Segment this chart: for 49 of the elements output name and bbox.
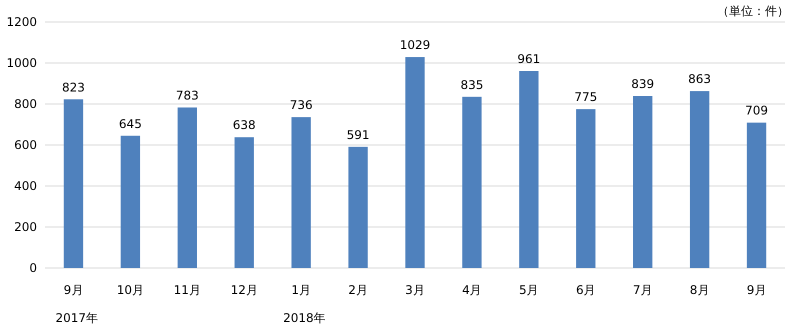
data-label: 638 [232, 118, 256, 132]
y-tick-label: 200 [14, 220, 37, 234]
text: 2018年 [283, 311, 326, 325]
x-tick-label: 2月 [348, 283, 368, 297]
bar [120, 136, 140, 268]
bar [64, 99, 84, 268]
x-tick-label: 8月 [690, 283, 710, 297]
text: 2017年 [55, 311, 98, 325]
x-tick-label: 1月 [291, 283, 311, 297]
data-label: 961 [517, 52, 540, 66]
x-tick-label: 11月 [174, 283, 201, 297]
y-tick-label: 800 [14, 97, 37, 111]
y-tick-label: 1200 [6, 15, 37, 29]
y-tick-label: 1000 [6, 56, 37, 70]
bar [234, 137, 254, 268]
x-tick-label: 3月 [405, 283, 425, 297]
bar [633, 96, 652, 268]
x-tick-label: 5月 [519, 283, 539, 297]
x-tick-label: 9月 [64, 283, 84, 297]
y-tick-label: 0 [29, 261, 37, 275]
bar [519, 70, 539, 268]
bar [291, 117, 311, 268]
y-tick-label: 400 [14, 179, 37, 193]
data-label: 591 [346, 128, 370, 142]
data-label: 736 [290, 98, 313, 112]
data-label: 645 [118, 116, 142, 131]
data-label: 839 [631, 77, 654, 92]
bar [405, 57, 425, 268]
data-label: 1029 [400, 38, 430, 52]
bar [462, 96, 482, 268]
x-tick-label: 10月 [116, 283, 144, 297]
bar [746, 122, 766, 268]
data-label: 709 [745, 104, 768, 118]
x-tick-label: 9月 [746, 283, 766, 297]
data-label: 835 [460, 78, 484, 92]
bar [178, 107, 197, 268]
bar [576, 109, 596, 268]
bar [348, 146, 368, 268]
data-label: 863 [688, 72, 712, 86]
bar [690, 91, 710, 268]
x-tick-label: 7月 [632, 283, 653, 297]
text: （単位：件） [717, 4, 789, 18]
data-label: 783 [176, 88, 199, 102]
x-tick-label: 4月 [462, 283, 482, 297]
x-tick-label: 12月 [230, 283, 258, 297]
x-tick-label: 6月 [576, 283, 596, 297]
y-tick-label: 600 [14, 138, 37, 152]
data-label: 775 [574, 90, 598, 104]
data-label: 823 [62, 80, 85, 94]
